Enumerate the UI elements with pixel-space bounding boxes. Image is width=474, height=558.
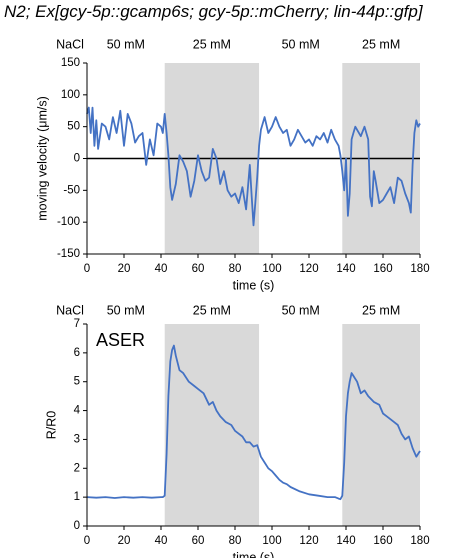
series-line-0 bbox=[86, 344, 421, 501]
x-tick-label-8: 160 bbox=[373, 263, 392, 275]
stimulus-shade-3 bbox=[342, 324, 420, 526]
x-tick-label-5: 100 bbox=[262, 535, 281, 547]
y-tick-label-6: 150 bbox=[61, 57, 80, 69]
stimulus-period-label-1: 25 mM bbox=[193, 37, 231, 51]
y-axis-label: R/R0 bbox=[44, 411, 58, 440]
x-tick-label-6: 120 bbox=[299, 263, 318, 275]
stimulus-period-label-2: 50 mM bbox=[282, 37, 320, 51]
stimulus-label: NaCl bbox=[56, 37, 84, 51]
y-tick-label-5: 5 bbox=[74, 376, 80, 388]
x-tick-label-8: 160 bbox=[373, 535, 392, 547]
y-tick-label-3: 0 bbox=[74, 153, 80, 165]
series-line-0 bbox=[86, 106, 421, 227]
figure-title: N2; Ex[gcy-5p::gcamp6s; gcy-5p::mCherry;… bbox=[4, 2, 423, 21]
velocity-panel: -150 -100 -50 0 50 100 150 0 20 40 60 80 100 120 140 16… bbox=[35, 37, 429, 292]
x-tick-label-1: 20 bbox=[118, 263, 131, 275]
x-tick-label-0: 0 bbox=[84, 263, 90, 275]
x-tick-label-7: 140 bbox=[336, 535, 355, 547]
y-tick-label-2: -50 bbox=[63, 184, 80, 196]
x-tick-label-7: 140 bbox=[336, 263, 355, 275]
stimulus-period-label-2: 50 mM bbox=[282, 303, 320, 317]
y-tick-label-7: 7 bbox=[74, 318, 80, 330]
stimulus-period-label-0: 50 mM bbox=[107, 303, 145, 317]
stimulus-label: NaCl bbox=[56, 303, 84, 317]
y-tick-label-0: -150 bbox=[57, 248, 80, 260]
y-tick-label-1: -100 bbox=[57, 216, 80, 228]
panel-label: ASER bbox=[96, 330, 145, 350]
x-tick-label-1: 20 bbox=[118, 535, 131, 547]
x-tick-label-2: 40 bbox=[155, 535, 168, 547]
x-tick-label-0: 0 bbox=[84, 535, 90, 547]
x-tick-label-4: 80 bbox=[229, 263, 242, 275]
stimulus-period-label-3: 25 mM bbox=[362, 37, 400, 51]
x-axis-label: time (s) bbox=[233, 278, 275, 292]
stimulus-period-label-3: 25 mM bbox=[362, 303, 400, 317]
stimulus-period-label-0: 50 mM bbox=[107, 37, 145, 51]
x-tick-label-6: 120 bbox=[299, 535, 318, 547]
calcium-panel: 0 1 2 3 4 5 6 7 0 20 40 60 80 100 120 140 160 180 time (s)… bbox=[44, 303, 429, 558]
y-tick-label-2: 2 bbox=[74, 462, 80, 474]
x-tick-label-3: 60 bbox=[192, 535, 205, 547]
stimulus-shade-1 bbox=[164, 324, 260, 526]
y-tick-label-1: 1 bbox=[74, 491, 80, 503]
x-tick-label-9: 180 bbox=[410, 535, 429, 547]
y-tick-label-6: 6 bbox=[74, 347, 80, 359]
x-tick-label-5: 100 bbox=[262, 263, 281, 275]
y-tick-label-4: 4 bbox=[74, 405, 81, 417]
y-tick-label-4: 50 bbox=[67, 121, 80, 133]
y-tick-label-0: 0 bbox=[74, 520, 80, 532]
y-tick-label-3: 3 bbox=[74, 433, 80, 445]
x-tick-label-3: 60 bbox=[192, 263, 205, 275]
x-tick-label-2: 40 bbox=[155, 263, 168, 275]
y-axis-label: moving velocity (μm/s) bbox=[35, 96, 49, 221]
stimulus-period-label-1: 25 mM bbox=[193, 303, 231, 317]
x-axis-label: time (s) bbox=[233, 550, 275, 558]
x-tick-label-9: 180 bbox=[410, 263, 429, 275]
y-tick-label-5: 100 bbox=[61, 89, 80, 101]
x-tick-label-4: 80 bbox=[229, 535, 242, 547]
